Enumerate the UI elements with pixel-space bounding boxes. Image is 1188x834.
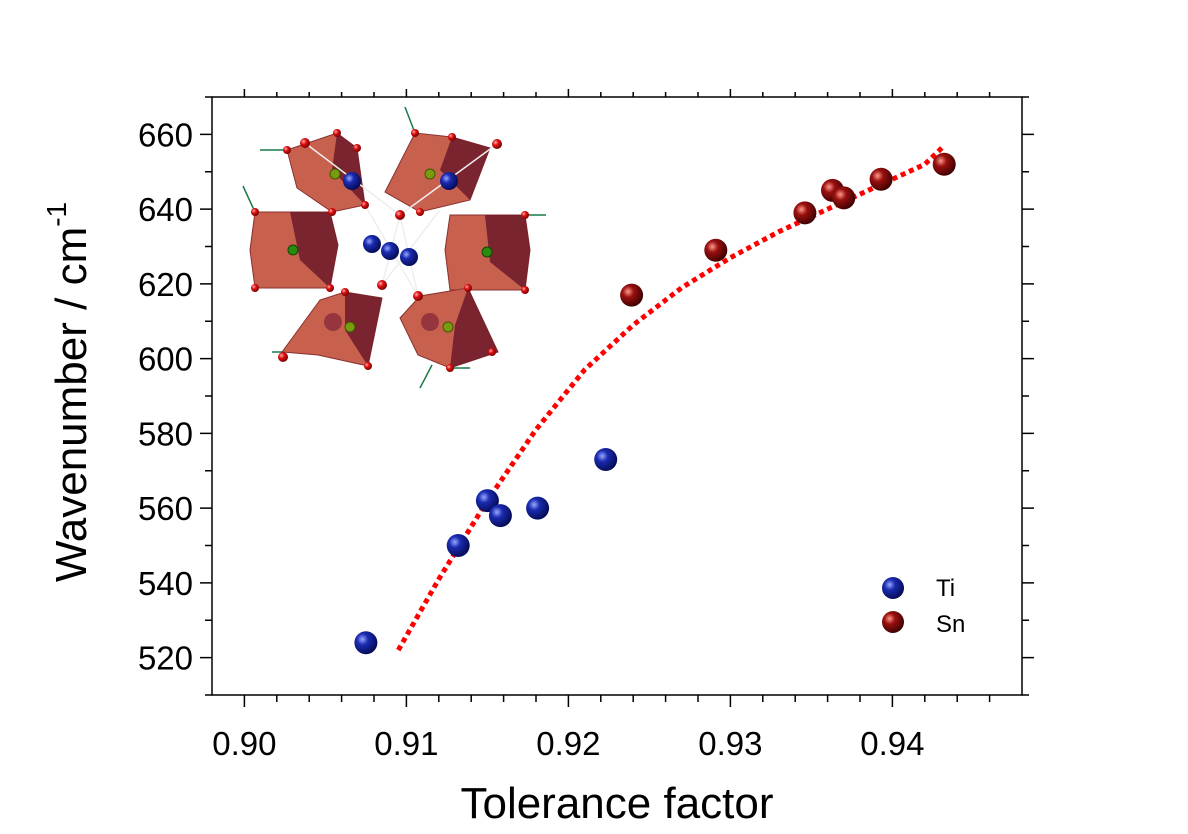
- y-tick-label: 640: [138, 191, 193, 228]
- data-point-sn: [793, 201, 817, 225]
- legend-label-sn: Sn: [936, 611, 965, 638]
- crystal-structure-octahedra-icon: [242, 106, 546, 389]
- y-tick-label: 580: [138, 415, 193, 452]
- x-axis-title: Tolerance factor: [460, 779, 773, 828]
- y-axis-title-main: Wavenumber / cm: [47, 227, 96, 582]
- data-point-ti: [488, 504, 512, 528]
- y-tick-label: 540: [138, 565, 193, 602]
- data-point-sn: [832, 186, 856, 210]
- data-point-ti: [446, 534, 470, 557]
- data-point-sn: [932, 152, 956, 176]
- legend: Ti Sn: [882, 575, 965, 638]
- x-tick-label: 0.92: [536, 725, 600, 762]
- legend-marker-ti: [882, 577, 904, 599]
- data-point-sn: [869, 167, 893, 191]
- data-point-sn: [704, 238, 728, 262]
- data-points: [354, 152, 956, 655]
- y-tick-label: 620: [138, 266, 193, 303]
- data-point-sn: [620, 283, 644, 307]
- y-tick-label: 560: [138, 490, 193, 527]
- y-axis-title-superscript: -1: [41, 202, 72, 227]
- y-tick-label: 660: [138, 116, 193, 153]
- crystal-structure-inset: [242, 106, 546, 389]
- legend-marker-sn: [882, 611, 904, 633]
- y-tick-label: 520: [138, 640, 193, 677]
- x-tick-label: 0.94: [860, 725, 924, 762]
- y-tick-label: 600: [138, 341, 193, 378]
- y-axis-title: Wavenumber / cm-1: [41, 202, 96, 582]
- x-tick-label: 0.90: [212, 725, 276, 762]
- x-tick-label: 0.93: [698, 725, 762, 762]
- y-axis: 520 540 560 580 600 620 640 660: [138, 96, 1034, 696]
- data-point-ti: [354, 631, 378, 655]
- data-point-ti: [475, 489, 499, 513]
- legend-label-ti: Ti: [936, 575, 955, 602]
- data-point-ti: [594, 448, 618, 471]
- data-point-ti: [526, 496, 550, 520]
- x-axis: 0.90 0.91 0.92 0.93 0.94: [212, 89, 991, 762]
- x-tick-label: 0.91: [374, 725, 438, 762]
